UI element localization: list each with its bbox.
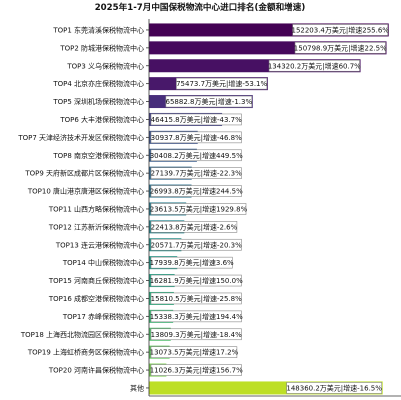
category-label: TOP17 赤峰保税物流中心 [62, 312, 144, 321]
value-label: 20571.7万美元|增速-20.3% [151, 240, 242, 249]
value-label: 15338.3万美元|增速194.4% [150, 312, 243, 321]
value-label-box [294, 42, 386, 54]
category-label: TOP10 唐山港京唐港区保税物流中心 [27, 187, 144, 196]
value-label: 13073.5万美元|增速17.2% [150, 348, 239, 357]
value-label-box [150, 328, 242, 341]
value-label: 22413.8万美元|增速-2.6% [151, 222, 238, 231]
value-label: 148360.2万美元|增速-16.5% [286, 383, 382, 392]
category-label: TOP20 河南许昌保税物流中心 [48, 366, 144, 375]
value-label: 11026.3万美元|增速156.7% [150, 366, 243, 375]
value-label: 150798.9万美元|增速22.5% [294, 43, 387, 52]
value-label-box [150, 113, 242, 126]
value-label-box [150, 185, 242, 197]
category-label: TOP9 天府新区成都片区保税物流中心 [24, 169, 144, 178]
category-label: TOP1 东莞清溪保税物流中心 [52, 25, 144, 34]
value-label: 23613.5万美元|增速1929.8% [150, 204, 248, 213]
value-label-box [292, 24, 389, 36]
value-label: 152203.4万美元|增速255.6% [291, 25, 389, 34]
category-label: TOP13 连云港保税物流中心 [55, 240, 144, 249]
category-label: 其他 [130, 383, 144, 392]
value-label-box [150, 274, 242, 287]
value-label: 27139.7万美元|增速-22.3% [151, 169, 242, 178]
value-label-box [150, 256, 233, 269]
value-label-box [150, 292, 242, 305]
value-label-box [150, 221, 238, 233]
value-label: 30408.2万美元|增速449.5% [150, 151, 243, 160]
category-label: TOP12 江苏新沂保税物流中心 [48, 222, 144, 231]
category-label: TOP2 防城港保税物流中心 [59, 43, 144, 52]
category-label: TOP15 河南商丘保税物流中心 [48, 276, 144, 285]
category-label: TOP8 南京空港保税物流中心 [52, 151, 144, 160]
category-label: TOP4 北京亦庄保税物流中心 [52, 79, 144, 88]
category-label: TOP19 上海虹桥商务区保税物流中心 [27, 348, 144, 357]
value-label-box [150, 149, 242, 162]
category-label: TOP18 上海西北物流园区保税物流中心 [20, 330, 144, 339]
chart-title: 2025年1-7月中国保税物流中心进口排名(金额和增速) [95, 1, 306, 13]
value-label-box [268, 59, 360, 72]
category-label: TOP11 山西方略保税物流中心 [48, 204, 144, 213]
value-label-box [150, 310, 242, 323]
value-label-box [150, 364, 242, 376]
value-label-box [286, 382, 382, 394]
value-label: 26993.8万美元|增速244.5% [150, 187, 243, 196]
value-label-box [165, 95, 253, 108]
value-label: 16281.9万美元|增速150.0% [150, 276, 243, 285]
category-label: TOP3 义乌保税物流中心 [66, 61, 144, 70]
value-label: 15810.5万美元|增速-25.8% [151, 294, 242, 303]
value-label-box [150, 238, 242, 251]
value-label: 13809.3万美元|增速-18.4% [151, 330, 242, 339]
value-label: 46415.8万美元|增速-43.7% [151, 115, 242, 124]
category-label: TOP7 天津经济技术开发区保税物流中心 [17, 133, 144, 142]
category-label: TOP5 深圳机场保税物流中心 [52, 97, 144, 106]
value-label: 30937.8万美元|增速-46.8% [151, 133, 242, 142]
value-label: 75473.7万美元|增速-53.1% [176, 79, 267, 88]
value-label-box [150, 131, 242, 144]
value-label-box [150, 203, 247, 215]
value-label: 17939.8万美元|增速3.6% [150, 258, 234, 267]
value-label-box [176, 77, 268, 90]
value-label-box [150, 346, 238, 358]
category-label: TOP6 大丰港保税物流中心 [59, 115, 144, 124]
value-label: 65882.8万美元|增速-1.3% [166, 97, 253, 106]
category-label: TOP14 中山保税物流中心 [62, 258, 144, 267]
value-label: 134320.2万美元|增速60.7% [268, 61, 361, 70]
value-label-box [150, 167, 242, 179]
category-label: TOP16 成都空港保税物流中心 [48, 294, 144, 303]
bars-layer: TOP1 东莞清溪保税物流中心 152203.4万美元|增速255.6% TOP2 … [17, 23, 389, 395]
